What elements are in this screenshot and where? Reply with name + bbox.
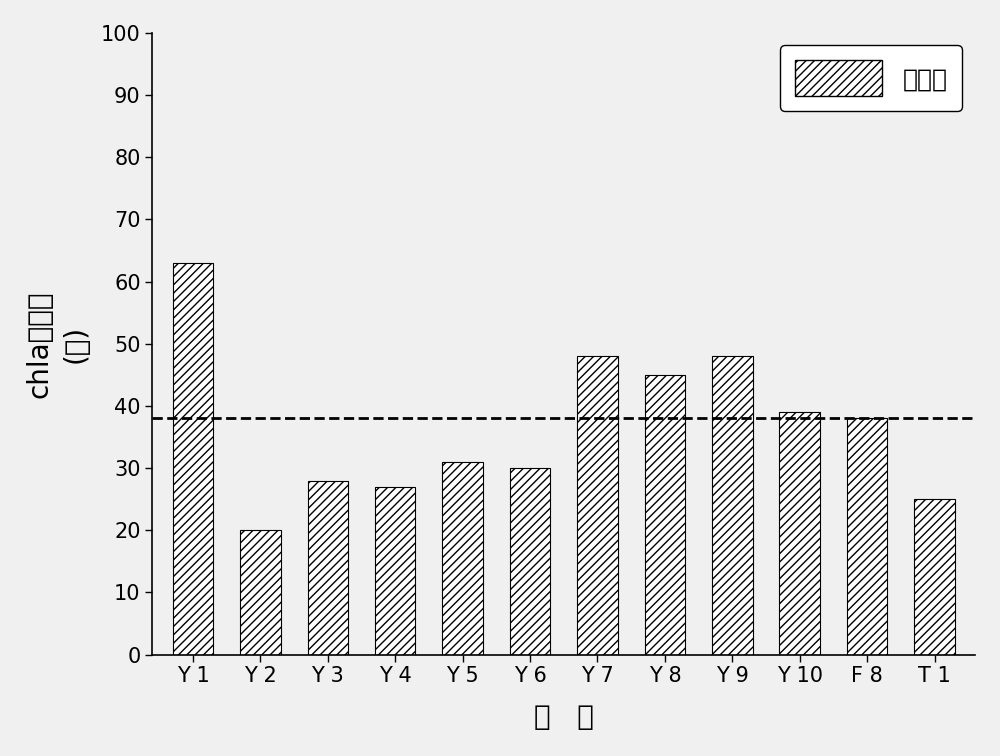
Bar — [442, 462, 483, 655]
Legend: 去除率: 去除率 — [780, 45, 962, 111]
Bar — [645, 375, 685, 655]
Bar — [240, 530, 281, 655]
X-axis label: 细   菌: 细 菌 — [534, 703, 594, 731]
Bar — [779, 412, 820, 655]
Bar — [577, 356, 618, 655]
Bar — [847, 418, 887, 655]
Bar — [712, 356, 753, 655]
Bar — [173, 263, 213, 655]
Bar — [308, 481, 348, 655]
Y-axis label: chla去除率
(％): chla去除率 (％) — [25, 290, 90, 398]
Bar — [375, 487, 415, 655]
Bar — [914, 499, 955, 655]
Bar — [510, 468, 550, 655]
